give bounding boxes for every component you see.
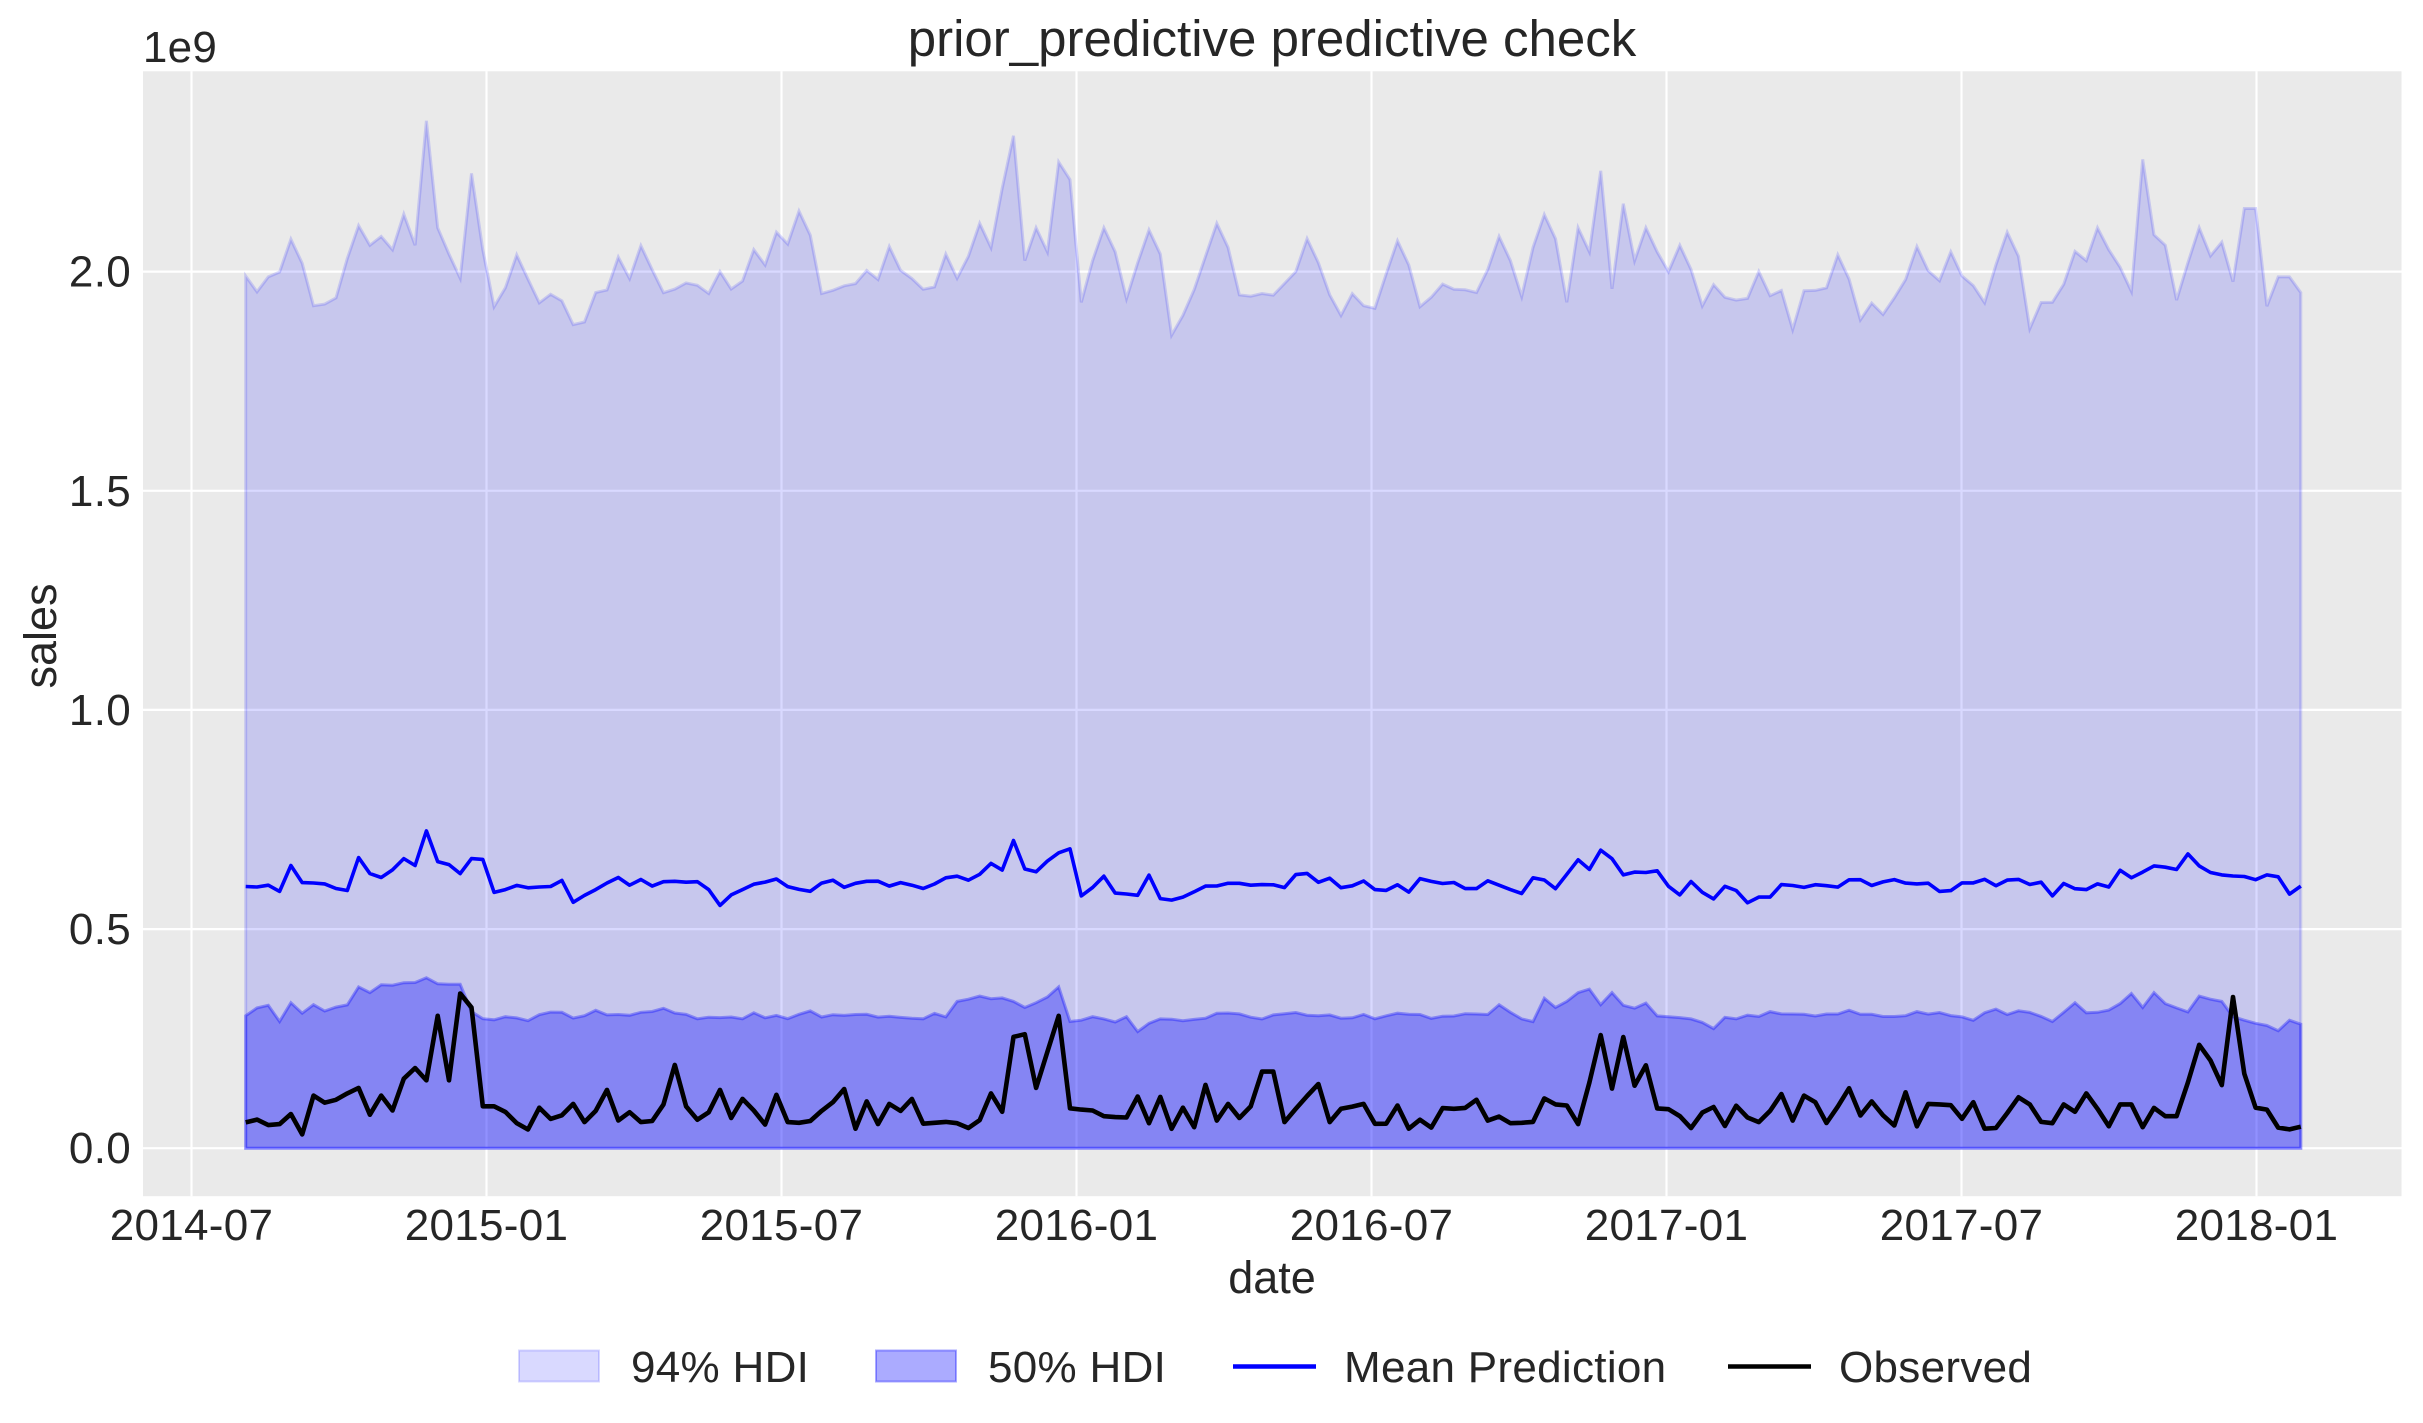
svg-text:Observed: Observed	[1839, 1343, 2032, 1392]
svg-text:2014-07: 2014-07	[110, 1201, 274, 1250]
svg-text:2017-01: 2017-01	[1585, 1201, 1749, 1250]
svg-text:1.0: 1.0	[69, 686, 131, 735]
svg-text:date: date	[1228, 1252, 1316, 1303]
svg-text:94% HDI: 94% HDI	[631, 1343, 809, 1392]
svg-text:2016-01: 2016-01	[995, 1201, 1159, 1250]
svg-text:2.0: 2.0	[69, 248, 131, 297]
svg-text:2017-07: 2017-07	[1880, 1201, 2044, 1250]
svg-text:Mean Prediction: Mean Prediction	[1344, 1343, 1666, 1392]
svg-text:2016-07: 2016-07	[1290, 1201, 1454, 1250]
svg-text:2015-01: 2015-01	[405, 1201, 569, 1250]
svg-text:prior_predictive predictive ch: prior_predictive predictive check	[908, 10, 1637, 67]
svg-text:0.0: 0.0	[69, 1124, 131, 1173]
svg-text:2015-07: 2015-07	[700, 1201, 864, 1250]
svg-text:1e9: 1e9	[143, 23, 217, 72]
svg-text:2018-01: 2018-01	[2175, 1201, 2339, 1250]
svg-text:50% HDI: 50% HDI	[988, 1343, 1166, 1392]
svg-text:0.5: 0.5	[69, 905, 131, 954]
svg-text:1.5: 1.5	[69, 467, 131, 516]
svg-text:sales: sales	[15, 583, 66, 688]
